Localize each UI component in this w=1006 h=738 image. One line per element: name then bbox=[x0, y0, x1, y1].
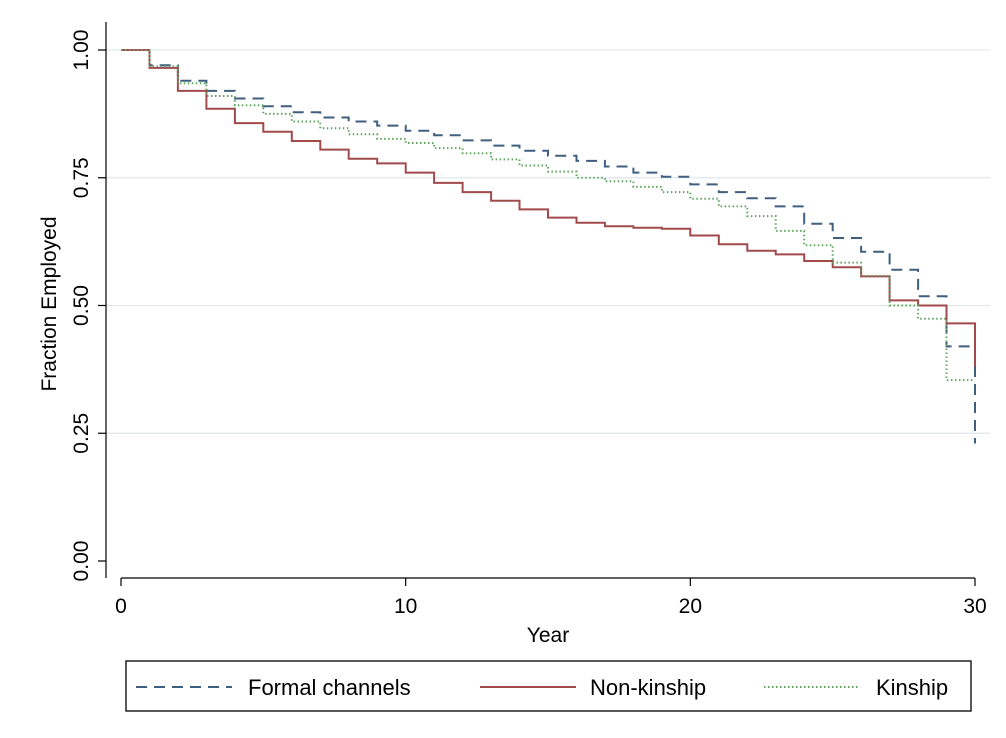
x-axis-title: Year bbox=[527, 624, 569, 647]
series-line-non-kinship bbox=[121, 49, 976, 367]
legend-label: Formal channels bbox=[248, 675, 411, 700]
plot-area bbox=[106, 10, 992, 582]
x-tick-label: 30 bbox=[963, 595, 986, 618]
y-tick-label: 1.00 bbox=[70, 30, 93, 71]
y-tick-label: 0.00 bbox=[70, 541, 93, 582]
y-axis-title: Fraction Employed bbox=[38, 216, 61, 391]
y-tick-label: 0.25 bbox=[70, 413, 93, 454]
x-axis-ticks: 0 10 20 30 bbox=[115, 578, 987, 618]
legend-label: Kinship bbox=[876, 675, 948, 700]
legend: Formal channels Non-kinship Kinship bbox=[125, 660, 972, 712]
series-lines bbox=[121, 49, 976, 444]
series-line-kinship bbox=[121, 49, 975, 382]
x-tick-label: 20 bbox=[679, 595, 702, 618]
x-tick-label: 10 bbox=[394, 595, 417, 618]
legend-label: Non-kinship bbox=[590, 675, 706, 700]
y-axis-ticks: 0.00 0.25 0.50 0.75 1.00 bbox=[70, 30, 106, 582]
y-tick-label: 0.50 bbox=[70, 285, 93, 326]
x-tick-label: 0 bbox=[115, 595, 127, 618]
grid-lines bbox=[106, 49, 990, 434]
y-tick-label: 0.75 bbox=[70, 157, 93, 198]
axes bbox=[105, 22, 975, 579]
